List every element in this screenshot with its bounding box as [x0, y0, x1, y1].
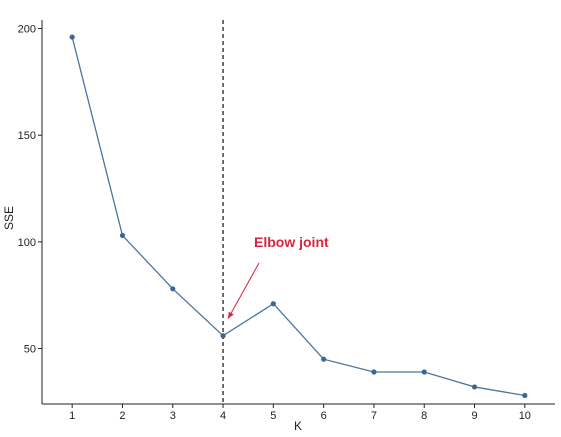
x-tick-label: 2 [119, 410, 125, 422]
y-tick-label: 50 [24, 344, 36, 356]
plot-area [69, 20, 528, 404]
data-point [220, 333, 226, 339]
annotation-arrow [227, 262, 260, 319]
y-tick-label: 100 [18, 237, 36, 249]
x-tick-label: 7 [371, 410, 377, 422]
sse-line [71, 36, 525, 397]
annotation-arrowhead [228, 311, 234, 319]
x-tick-label: 10 [519, 410, 531, 422]
data-point [119, 232, 126, 239]
x-tick-label: 3 [170, 410, 176, 422]
x-tick-label: 8 [421, 410, 427, 422]
data-point [170, 286, 176, 292]
x-tick-label: 1 [69, 410, 75, 422]
data-point [270, 301, 276, 307]
data-point [471, 384, 478, 390]
x-tick-label: 6 [321, 410, 327, 422]
data-point [421, 369, 427, 375]
data-point [321, 356, 327, 362]
x-axis-title: K [294, 419, 302, 433]
annotation-label: Elbow joint [254, 234, 329, 250]
x-tick-label: 4 [220, 410, 226, 422]
x-tick-label: 5 [270, 410, 276, 422]
y-tick-label: 150 [18, 130, 36, 142]
data-point [522, 392, 528, 399]
data-point [371, 369, 377, 375]
data-point [69, 34, 75, 40]
y-tick-label: 200 [18, 24, 36, 36]
axes: 1 2 3 4 5 6 7 8 9 10 50 100 150 200 [18, 20, 555, 422]
x-tick-label: 9 [471, 410, 477, 422]
y-axis-title: SSE [2, 206, 16, 230]
